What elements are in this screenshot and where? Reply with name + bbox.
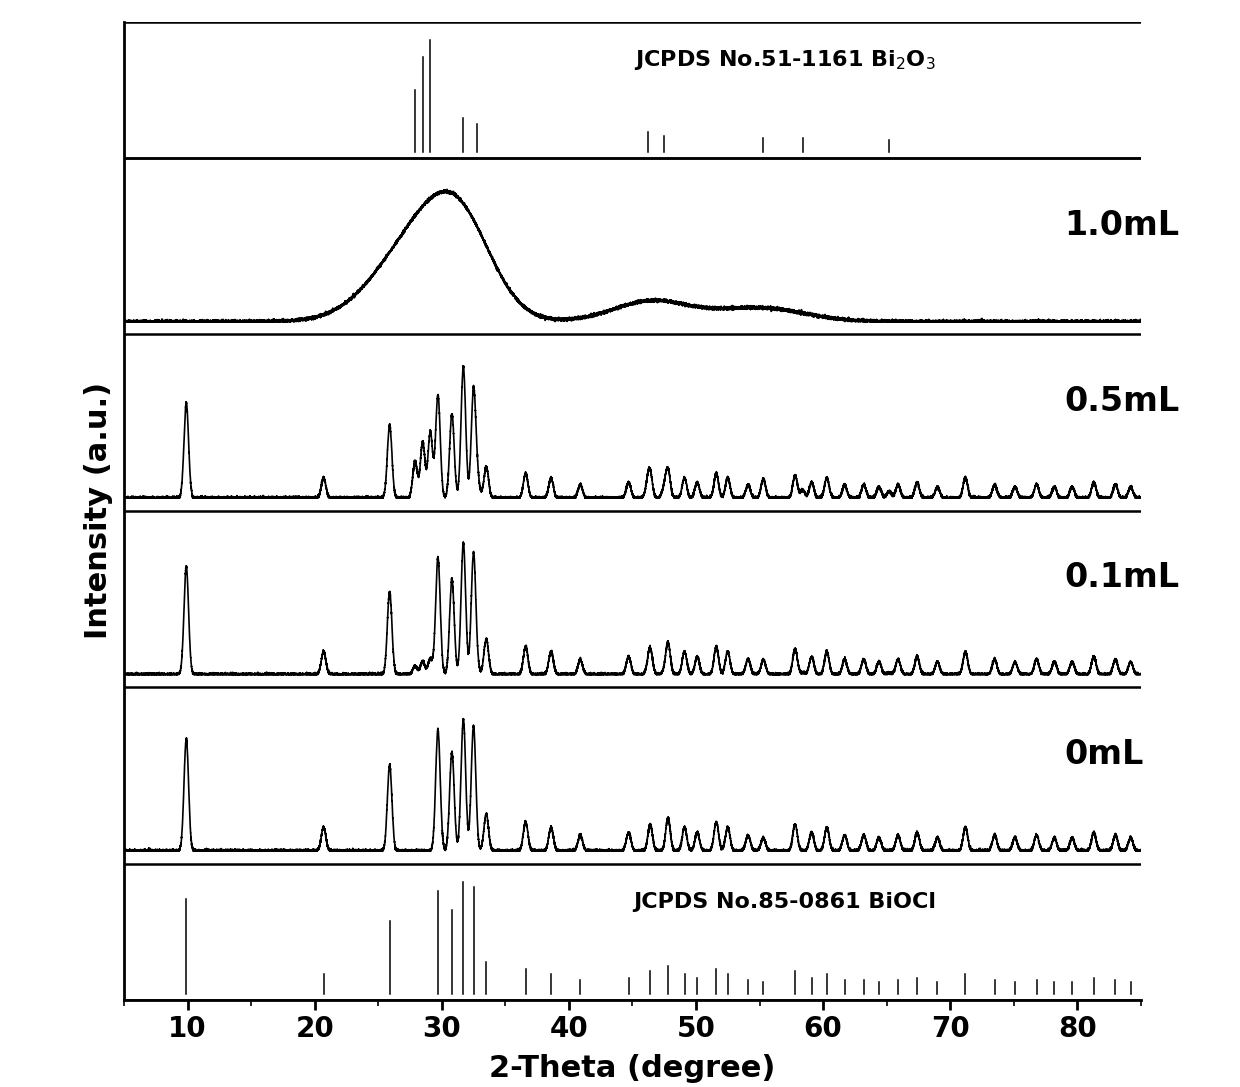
Y-axis label: Intensity (a.u.): Intensity (a.u.) [84, 383, 113, 639]
Text: JCPDS No.85-0861 BiOCl: JCPDS No.85-0861 BiOCl [634, 892, 936, 912]
Text: 0.1mL: 0.1mL [1064, 561, 1179, 595]
Text: JCPDS No.51-1161 Bi$_2$O$_3$: JCPDS No.51-1161 Bi$_2$O$_3$ [634, 48, 936, 72]
Text: 0.5mL: 0.5mL [1064, 385, 1179, 418]
Text: 1.0mL: 1.0mL [1064, 209, 1179, 241]
Text: 0mL: 0mL [1064, 738, 1145, 771]
X-axis label: 2-Theta (degree): 2-Theta (degree) [490, 1053, 775, 1083]
